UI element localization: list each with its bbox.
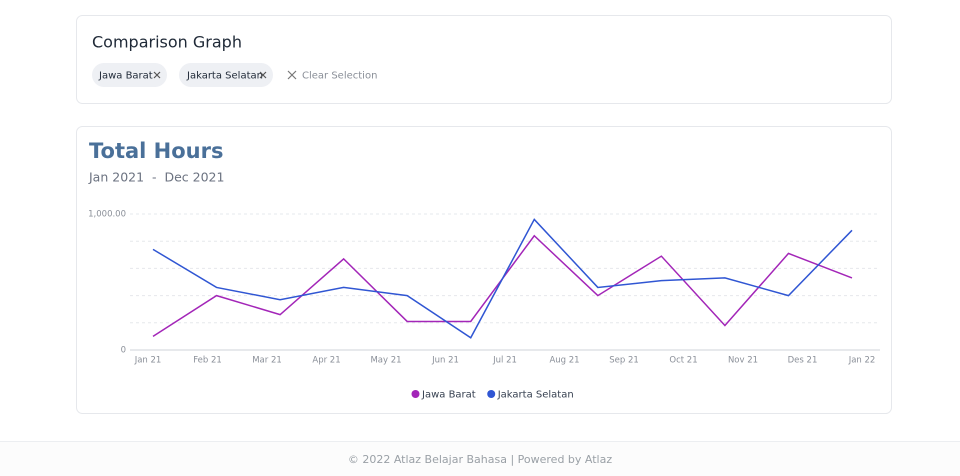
x-tick-label: Mar 21 <box>252 356 282 366</box>
chip-label: Jawa Barat <box>98 71 153 82</box>
x-tick-label: Nov 21 <box>728 356 758 366</box>
legend-label: Jakarta Selatan <box>497 390 574 401</box>
legend-label: Jawa Barat <box>421 390 476 401</box>
x-tick-label: Jul 21 <box>492 356 517 366</box>
x-tick-label: Jun 21 <box>431 356 459 366</box>
chart-card <box>76 126 892 414</box>
x-tick-label: Oct 21 <box>669 356 697 366</box>
y-tick-label: 0 <box>121 346 126 356</box>
x-tick-label: May 21 <box>370 356 401 366</box>
chip[interactable] <box>179 63 273 87</box>
card-title: Comparison Graph <box>92 33 242 52</box>
legend-dot <box>411 390 420 398</box>
x-tick-label: Des 21 <box>788 356 818 366</box>
chip-remove[interactable] <box>153 71 161 79</box>
clear-selection[interactable]: Clear Selection <box>302 71 377 82</box>
x-tick-label: Sep 21 <box>609 356 639 366</box>
clear-icon[interactable] <box>287 70 297 80</box>
footer-bg <box>0 441 960 476</box>
filter-card <box>76 15 892 104</box>
chip-remove[interactable] <box>259 71 267 79</box>
x-tick-label: Aug 21 <box>549 356 579 366</box>
series-line <box>152 218 853 339</box>
chip[interactable] <box>92 63 167 87</box>
x-tick-label: Apr 21 <box>312 356 340 366</box>
footer-text: © 2022 Atlaz Belajar Bahasa | Powered by… <box>348 453 612 466</box>
x-tick-label: Jan 21 <box>134 356 162 366</box>
legend-dot <box>487 390 496 398</box>
x-tick-label: Jan 22 <box>848 356 876 366</box>
chart-title: Total Hours <box>89 139 224 163</box>
chip-label: Jakarta Selatan <box>186 71 263 82</box>
x-tick-label: Feb 21 <box>193 356 222 366</box>
y-tick-label: 1,000.00 <box>88 210 126 220</box>
chart-subtitle: Jan 2021 - Dec 2021 <box>88 170 224 185</box>
